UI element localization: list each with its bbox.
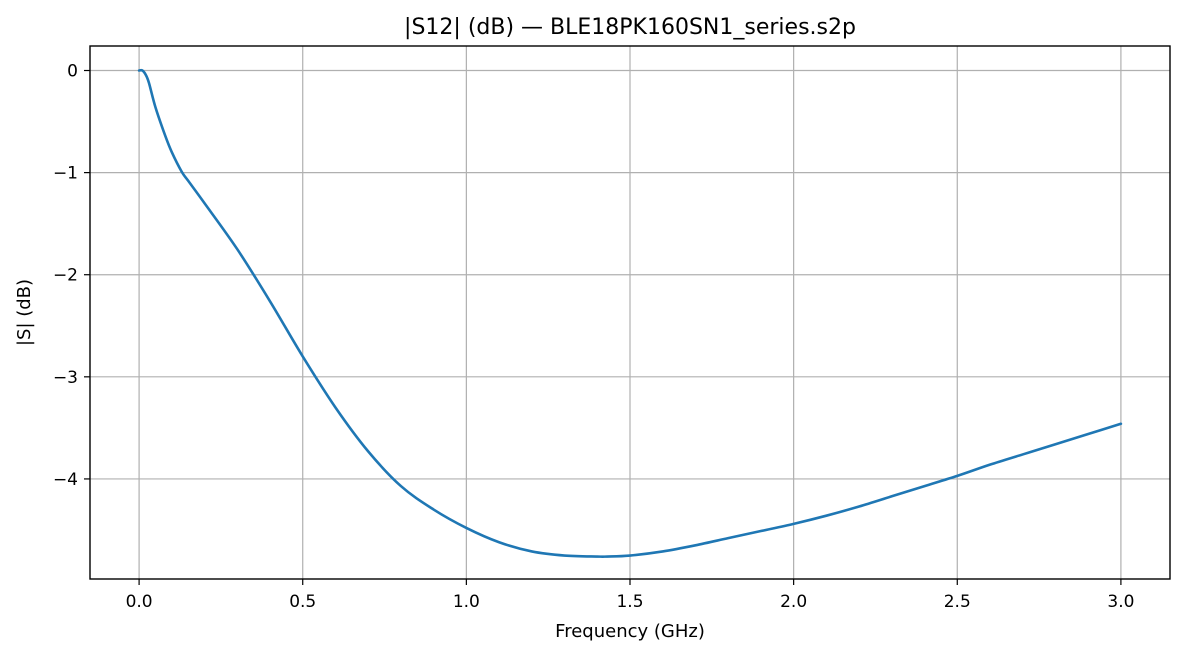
x-tick-label: 1.5 <box>616 592 643 612</box>
x-tick-label: 2.5 <box>944 592 971 612</box>
x-tick-label: 1.0 <box>453 592 480 612</box>
y-axis-label: |S| (dB) <box>14 279 35 346</box>
x-tick-label: 3.0 <box>1107 592 1134 612</box>
series-layer <box>137 68 1123 558</box>
x-tick-label: 0.0 <box>126 592 153 612</box>
chart-title: |S12| (dB) — BLE18PK160SN1_series.s2p <box>404 15 856 40</box>
y-tick-label: −2 <box>53 266 78 286</box>
y-tick-label: −1 <box>53 164 78 184</box>
y-tick-label: −4 <box>53 470 78 490</box>
y-tick-label: −3 <box>53 368 78 388</box>
x-axis-label: Frequency (GHz) <box>555 621 705 642</box>
axis-ticks: 0.0 0.5 1.0 1.5 2.0 2.5 3.0 0 −1 −2 −3 −4 <box>53 62 1134 612</box>
y-tick-label: 0 <box>67 62 78 82</box>
grid <box>90 46 1170 579</box>
x-tick-label: 2.0 <box>780 592 807 612</box>
x-tick-label: 0.5 <box>289 592 316 612</box>
series-line-s12 <box>137 68 1123 558</box>
